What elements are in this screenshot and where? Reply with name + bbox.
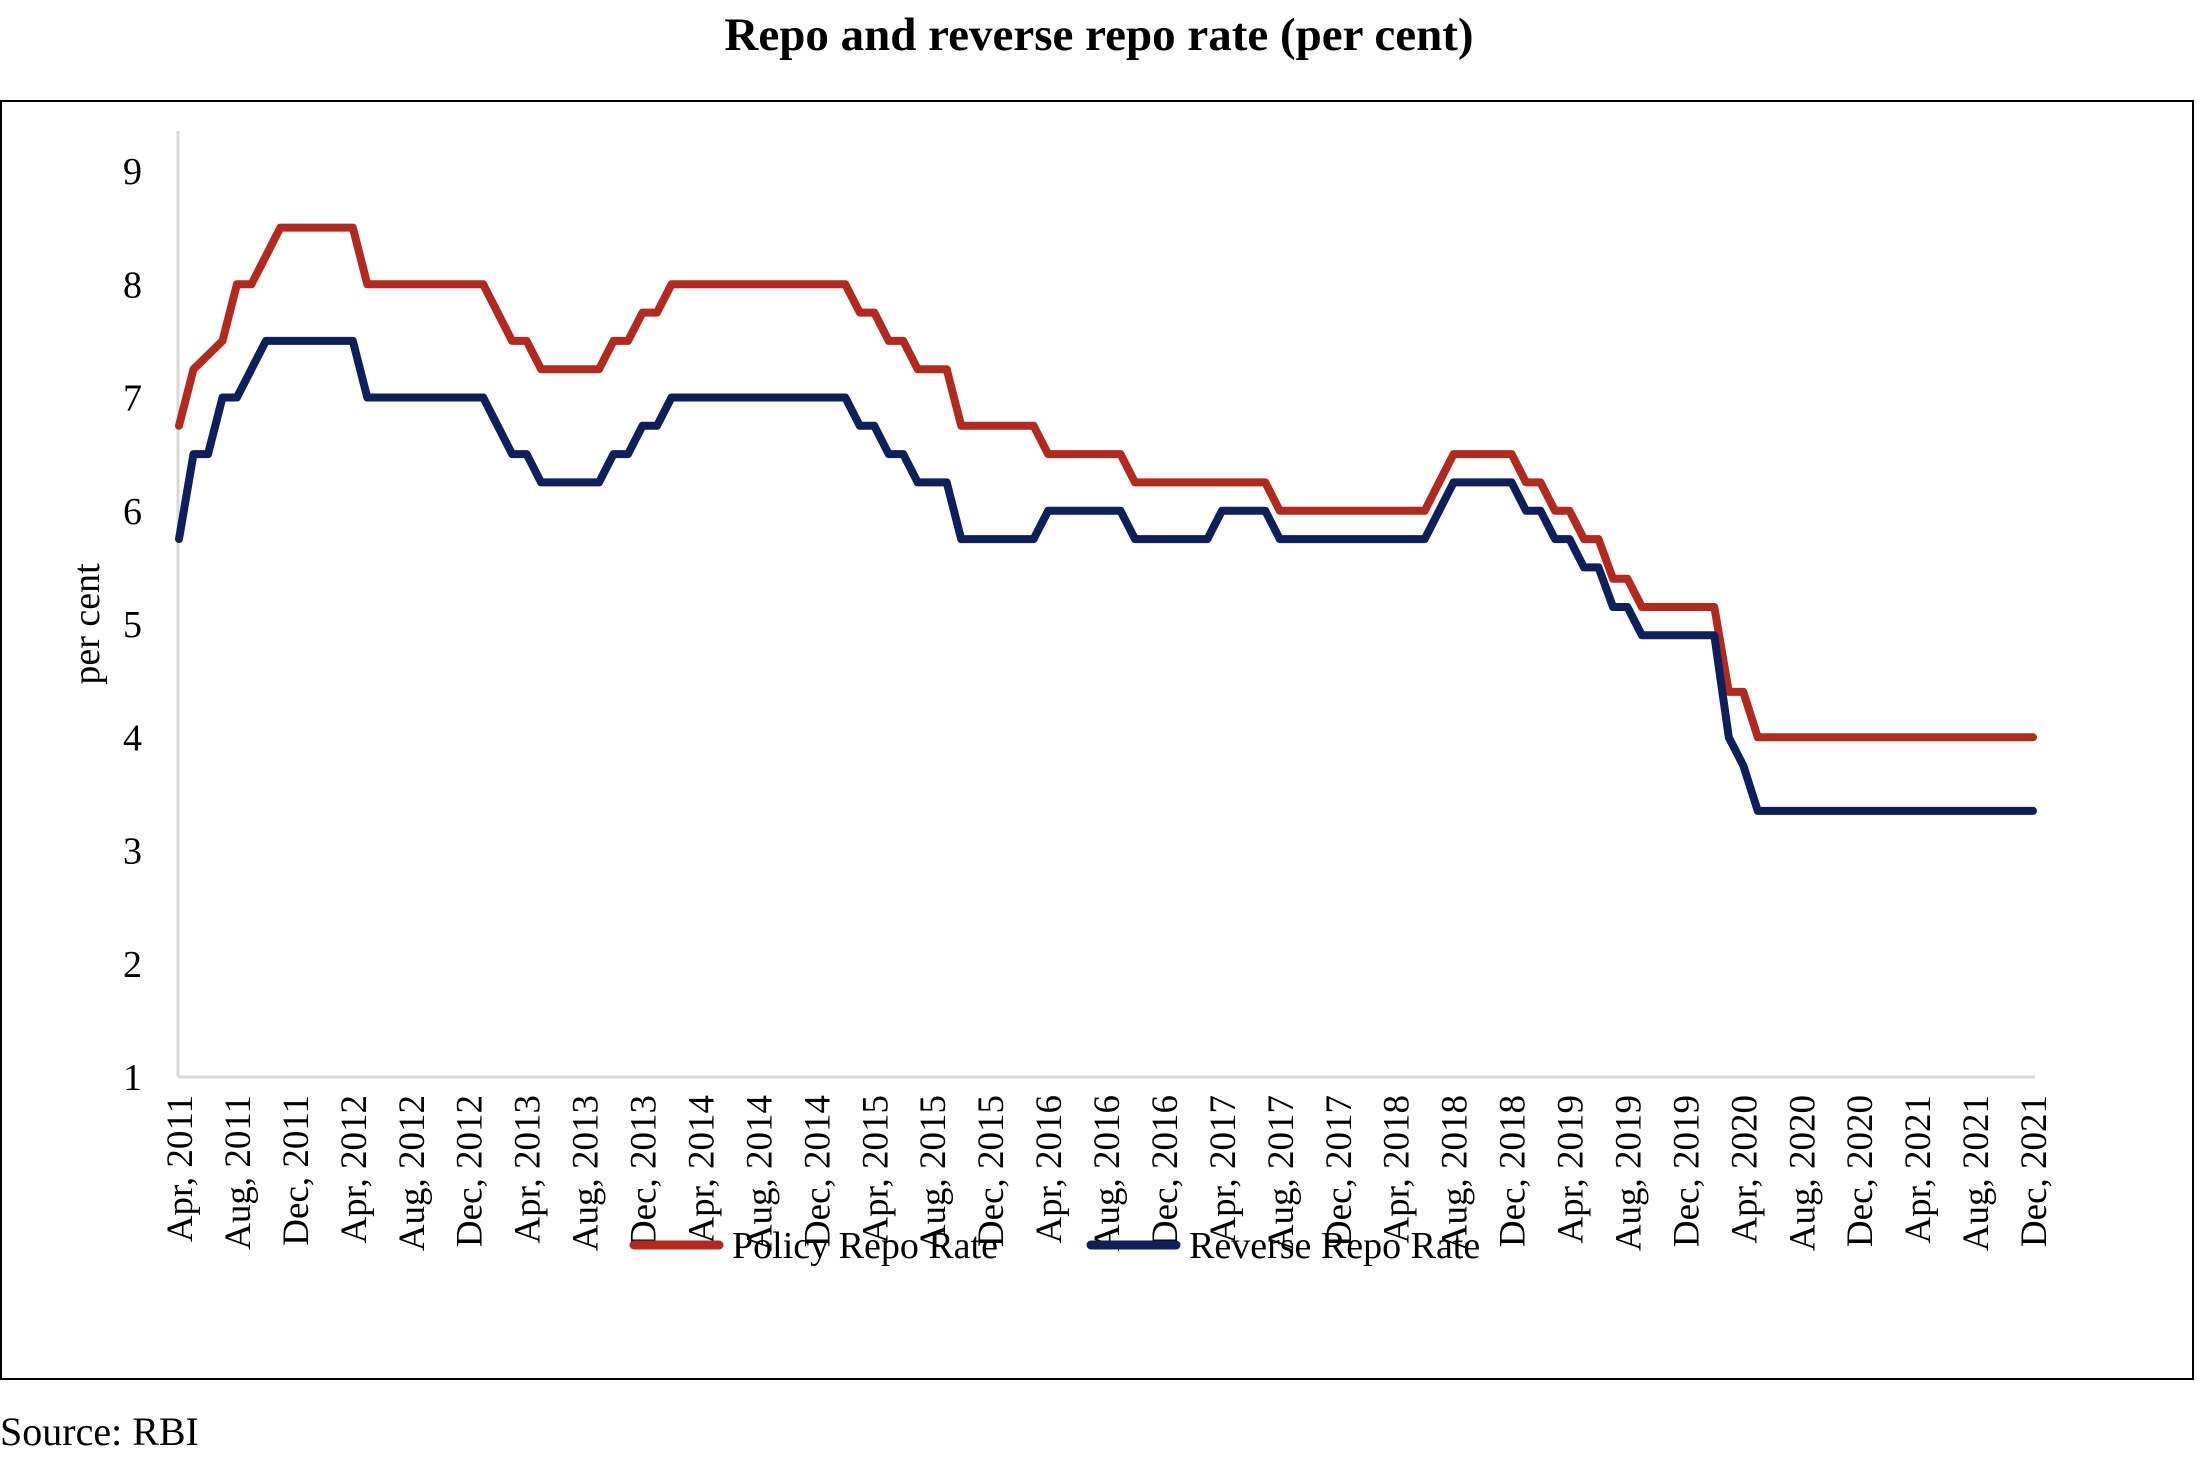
x-tick-label: Apr, 2019 — [1551, 1095, 1592, 1244]
x-tick-label: Dec, 2013 — [624, 1095, 665, 1247]
x-tick-label: Dec, 2019 — [1666, 1095, 1707, 1247]
x-tick-label: Aug, 2016 — [1087, 1095, 1128, 1251]
x-tick-label: Dec, 2020 — [1840, 1095, 1881, 1247]
chart-title: Repo and reverse repo rate (per cent) — [724, 9, 1474, 61]
y-axis-title: per cent — [66, 563, 108, 685]
x-tick-label: Apr, 2013 — [508, 1095, 549, 1244]
x-tick-label: Apr, 2021 — [1898, 1095, 1939, 1244]
x-tick-label: Apr, 2020 — [1724, 1095, 1765, 1244]
x-tick-label: Aug, 2018 — [1435, 1095, 1476, 1251]
x-tick-label: Dec, 2016 — [1145, 1095, 1186, 1247]
x-tick-label: Dec, 2011 — [276, 1095, 317, 1246]
x-tick-label: Aug, 2011 — [218, 1095, 259, 1250]
x-tick-label: Aug, 2021 — [1956, 1095, 1997, 1251]
y-tick-label: 9 — [123, 151, 142, 193]
series-line-policy-repo-rate — [175, 223, 2037, 742]
x-tick-label: Apr, 2016 — [1029, 1095, 1070, 1244]
x-tick-label: Dec, 2014 — [797, 1095, 838, 1247]
x-tick-label: Apr, 2012 — [334, 1095, 375, 1244]
x-tick-label: Aug, 2012 — [392, 1095, 433, 1251]
x-tick-label: Aug, 2014 — [739, 1095, 780, 1251]
x-tick-label: Apr, 2017 — [1203, 1095, 1244, 1244]
x-tick-label: Aug, 2015 — [913, 1095, 954, 1251]
y-tick-label: 8 — [123, 264, 142, 306]
x-tick-label: Apr, 2011 — [160, 1095, 201, 1242]
y-tick-label: 7 — [123, 378, 142, 420]
chart-frame: 1 2 3 4 5 6 7 8 9 per cent Apr, 2011 Aug, 2011 Dec, … — [0, 100, 2194, 1380]
x-tick-label: Aug, 2020 — [1782, 1095, 1823, 1251]
legend-label-reverse-repo-rate: Reverse Repo Rate — [1189, 1225, 1480, 1267]
x-tick-label: Apr, 2015 — [855, 1095, 896, 1244]
x-tick-label: Apr, 2014 — [681, 1095, 722, 1244]
x-tick-label: Dec, 2012 — [450, 1095, 491, 1247]
y-tick-label: 4 — [123, 717, 142, 759]
x-tick-label: Dec, 2017 — [1319, 1095, 1360, 1247]
legend-label-policy-repo-rate: Policy Repo Rate — [732, 1225, 998, 1267]
x-tick-label: Aug, 2017 — [1261, 1095, 1302, 1251]
x-tick-label: Dec, 2015 — [971, 1095, 1012, 1247]
y-tick-label: 1 — [123, 1057, 142, 1099]
y-tick-label: 3 — [123, 831, 142, 873]
x-tick-label: Apr, 2018 — [1377, 1095, 1418, 1244]
x-tick-label: Dec, 2021 — [2014, 1095, 2055, 1247]
x-tick-label: Aug, 2013 — [566, 1095, 607, 1251]
x-tick-label: Aug, 2019 — [1608, 1095, 1649, 1251]
chart-plot-area: 1 2 3 4 5 6 7 8 9 per cent Apr, 2011 Aug, 2011 Dec, … — [66, 131, 2055, 1267]
y-tick-label: 6 — [123, 491, 142, 533]
series-line-reverse-repo-rate — [175, 336, 2037, 815]
y-tick-label: 2 — [123, 944, 142, 986]
y-tick-label: 5 — [123, 604, 142, 646]
source-note: Source: RBI — [0, 1409, 199, 1454]
x-tick-label: Dec, 2018 — [1493, 1095, 1534, 1247]
